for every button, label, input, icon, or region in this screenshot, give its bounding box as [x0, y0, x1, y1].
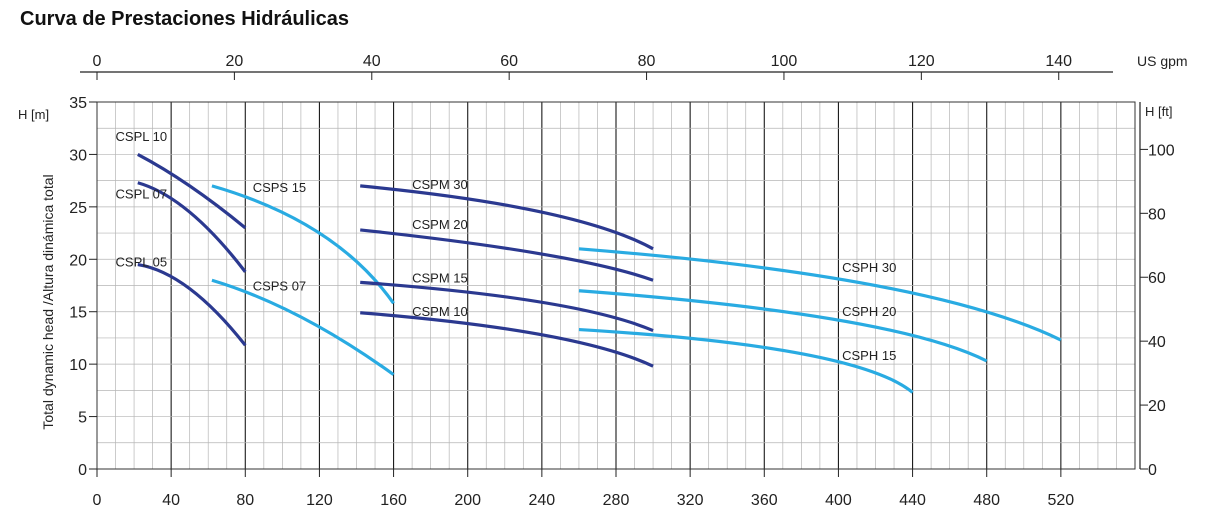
axis-labels: 0 40 80 120 160 200 240 280 320 360 400 440 480 52005… — [18, 53, 1188, 509]
y-tick-label: 30 — [69, 147, 87, 164]
top-tick-label: 0 — [93, 53, 102, 70]
y-axis-title: Total dynamic head /Altura dinámica tota… — [40, 174, 56, 429]
y-tick-label: 25 — [69, 200, 87, 217]
top-tick-label: 80 — [638, 53, 656, 70]
x-tick-label: 240 — [529, 492, 556, 509]
series-label-cspl-07: CSPL 07 — [116, 186, 168, 201]
series-label-csph-15: CSPH 15 — [842, 348, 896, 363]
series — [137, 153, 1062, 394]
right-tick-label: 40 — [1148, 334, 1166, 351]
grid — [97, 102, 1135, 469]
y-tick-label: 0 — [78, 462, 87, 479]
x-tick-label: 480 — [973, 492, 1000, 509]
right-tick-label: 100 — [1148, 142, 1175, 159]
right-axis-unit: H [ft] — [1145, 104, 1172, 119]
series-line-csph-20 — [578, 289, 988, 363]
x-tick-label: 80 — [236, 492, 254, 509]
x-tick-label: 280 — [603, 492, 630, 509]
series-line-cspm-30 — [360, 184, 654, 251]
series-label-csps-07: CSPS 07 — [253, 279, 306, 294]
series-line-csph-15 — [578, 327, 914, 394]
chart-title: Curva de Prestaciones Hidráulicas — [20, 8, 350, 30]
series-label-csps-15: CSPS 15 — [253, 180, 306, 195]
series-label-cspl-05: CSPL 05 — [116, 255, 168, 270]
series-line-csps-07 — [211, 278, 395, 376]
y-tick-label: 20 — [69, 252, 87, 269]
x-tick-label: 440 — [899, 492, 926, 509]
series-labels: CSPL 10 CSPL 07 CSPL 05 CSPS 15 CSPS 07 CSPM … — [116, 129, 897, 363]
series-label-cspm-30: CSPM 30 — [412, 177, 468, 192]
x-tick-label: 200 — [454, 492, 481, 509]
x-tick-label: 360 — [751, 492, 778, 509]
series-label-cspm-20: CSPM 20 — [412, 217, 468, 232]
series-label-cspm-15: CSPM 15 — [412, 270, 468, 285]
x-tick-label: 160 — [380, 492, 407, 509]
x-tick-label: 520 — [1048, 492, 1075, 509]
axes — [80, 71, 1148, 477]
series-line-cspl-10 — [137, 153, 247, 230]
y-tick-label: 5 — [78, 410, 87, 427]
right-tick-label: 80 — [1148, 206, 1166, 223]
series-label-cspl-10: CSPL 10 — [116, 129, 168, 144]
x-tick-label: 40 — [162, 492, 180, 509]
series-line-csph-30 — [578, 247, 1062, 342]
series-line-cspl-05 — [137, 262, 247, 347]
series-line-cspm-20 — [360, 228, 654, 282]
x-tick-label: 120 — [306, 492, 333, 509]
right-tick-label: 0 — [1148, 462, 1157, 479]
y-tick-label: 35 — [69, 95, 87, 112]
y-tick-label: 10 — [69, 357, 87, 374]
top-tick-label: 120 — [908, 53, 935, 70]
y-tick-label: 15 — [69, 305, 87, 322]
top-tick-label: 100 — [771, 53, 798, 70]
x-tick-label: 400 — [825, 492, 852, 509]
top-axis-unit: US gpm — [1137, 53, 1188, 69]
top-tick-label: 140 — [1045, 53, 1072, 70]
top-tick-label: 20 — [225, 53, 243, 70]
series-label-csph-30: CSPH 30 — [842, 260, 896, 275]
series-line-cspl-07 — [137, 181, 247, 273]
series-line-cspm-10 — [360, 311, 654, 368]
series-label-csph-20: CSPH 20 — [842, 304, 896, 319]
series-line-cspm-15 — [360, 280, 654, 333]
right-tick-label: 20 — [1148, 398, 1166, 415]
top-tick-label: 40 — [363, 53, 381, 70]
x-tick-label: 320 — [677, 492, 704, 509]
series-label-cspm-10: CSPM 10 — [412, 304, 468, 319]
top-tick-label: 60 — [500, 53, 518, 70]
y-axis-unit: H [m] — [18, 107, 49, 122]
x-tick-label: 0 — [93, 492, 102, 509]
right-tick-label: 60 — [1148, 270, 1166, 287]
